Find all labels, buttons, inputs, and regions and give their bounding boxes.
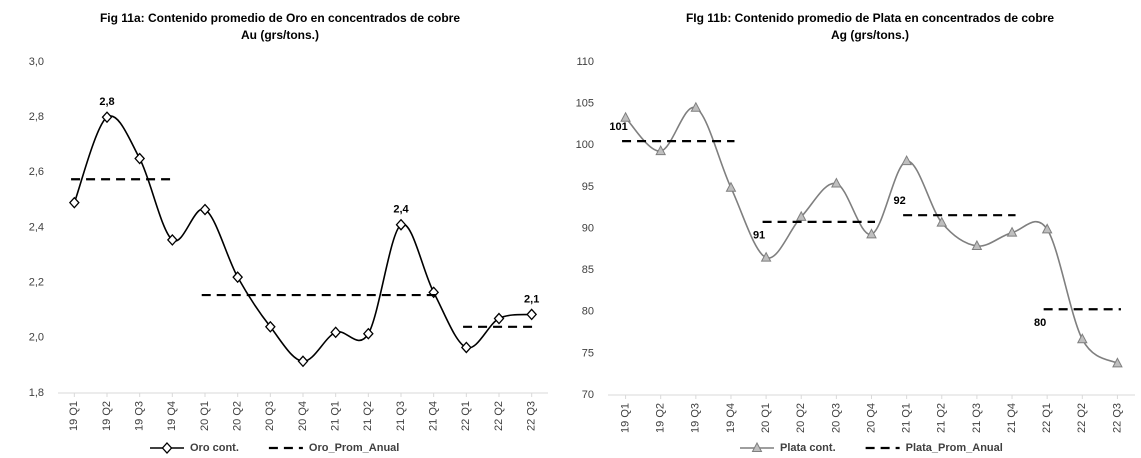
marker xyxy=(264,320,276,333)
marker xyxy=(901,154,912,166)
y-tick-label: 2,2 xyxy=(29,277,44,289)
marker xyxy=(330,326,342,339)
y-tick-label: 2,0 xyxy=(29,332,44,344)
y-tick-label: 105 xyxy=(576,98,594,110)
x-tick-label: 21 Q3 xyxy=(395,401,407,431)
chart: Fig 11a: Contenido promedio de Oro en co… xyxy=(29,11,548,454)
data-label: 91 xyxy=(753,230,765,242)
y-tick-label: 70 xyxy=(582,389,594,401)
x-tick-label: 22 Q1 xyxy=(460,401,472,431)
marker xyxy=(199,203,211,216)
x-tick-label: 20 Q1 xyxy=(199,401,211,431)
y-tick-label: 75 xyxy=(582,347,594,359)
x-tick-label: 19 Q2 xyxy=(101,401,113,431)
data-label: 2,1 xyxy=(524,293,539,305)
legend-marker xyxy=(751,441,763,452)
x-tick-label: 21 Q2 xyxy=(936,403,948,433)
data-label: 92 xyxy=(893,195,905,207)
chart-subtitle: Au (grs/tons.) xyxy=(241,28,319,42)
marker xyxy=(936,216,948,227)
legend: Plata cont. Plata_Prom_Anual xyxy=(740,442,1003,454)
marker xyxy=(760,251,772,262)
y-tick-label: 95 xyxy=(582,181,594,193)
marker xyxy=(1076,333,1088,344)
y-tick-label: 3,0 xyxy=(29,56,44,68)
y-tick-label: 90 xyxy=(582,222,594,234)
x-tick-label: 22 Q3 xyxy=(526,401,538,431)
x-tick-label: 19 Q2 xyxy=(655,403,667,433)
marker xyxy=(1041,223,1053,234)
marker xyxy=(690,101,702,112)
legend-label: Plata cont. xyxy=(780,442,836,454)
x-tick-label: 19 Q4 xyxy=(725,403,737,433)
x-tick-label: 21 Q1 xyxy=(901,403,913,433)
legend: Oro cont. Oro_Prom_Anual xyxy=(150,442,399,454)
marker xyxy=(68,196,80,209)
marker xyxy=(460,341,472,354)
x-tick-label: 21 Q2 xyxy=(362,401,374,431)
y-tick-label: 85 xyxy=(582,264,594,276)
x-tick-label: 19 Q1 xyxy=(619,403,631,433)
x-tick-label: 20 Q4 xyxy=(865,403,877,433)
marker xyxy=(232,271,244,284)
marker xyxy=(166,233,178,246)
legend-label: Oro cont. xyxy=(190,442,239,454)
x-tick-label: 21 Q3 xyxy=(971,403,983,433)
marker xyxy=(526,308,538,321)
y-tick-label: 2,4 xyxy=(29,221,44,233)
marker xyxy=(866,228,877,239)
marker xyxy=(134,152,146,165)
marker xyxy=(831,177,842,188)
x-tick-label: 20 Q3 xyxy=(830,403,842,433)
marker xyxy=(620,111,631,122)
marker xyxy=(362,327,374,340)
x-tick-label: 20 Q2 xyxy=(232,401,244,431)
legend-marker xyxy=(161,442,173,454)
x-tick-label: 20 Q1 xyxy=(760,403,772,433)
marker xyxy=(655,145,667,156)
y-tick-label: 1,8 xyxy=(29,387,44,399)
x-tick-label: 21 Q1 xyxy=(330,401,342,431)
marker xyxy=(493,312,505,325)
x-tick-label: 19 Q4 xyxy=(166,401,178,431)
y-tick-label: 80 xyxy=(582,306,594,318)
x-tick-label: 22 Q2 xyxy=(493,401,505,431)
x-tick-label: 20 Q2 xyxy=(795,403,807,433)
x-tick-label: 19 Q3 xyxy=(134,401,146,431)
x-tick-label: 22 Q3 xyxy=(1111,403,1123,433)
x-tick-label: 22 Q2 xyxy=(1076,403,1088,433)
marker xyxy=(1006,226,1018,237)
chart-title: Fig 11a: Contenido promedio de Oro en co… xyxy=(100,11,460,25)
x-tick-label: 20 Q3 xyxy=(264,401,276,431)
marker xyxy=(395,218,407,231)
x-tick-label: 19 Q1 xyxy=(68,401,80,431)
chart: FIg 11b: Contenido promedio de Plata en … xyxy=(576,11,1135,454)
legend-label: Oro_Prom_Anual xyxy=(309,442,399,454)
legend-label: Plata_Prom_Anual xyxy=(906,442,1003,454)
marker xyxy=(971,239,983,250)
marker xyxy=(795,210,807,221)
marker xyxy=(725,181,737,192)
series-line xyxy=(73,115,532,363)
y-tick-label: 2,8 xyxy=(29,111,44,123)
x-tick-label: 21 Q4 xyxy=(428,401,440,431)
data-label: 2,4 xyxy=(393,204,409,216)
chart-subtitle: Ag (grs/tons.) xyxy=(831,28,909,42)
marker xyxy=(1112,357,1123,368)
data-label: 80 xyxy=(1034,317,1046,329)
marker xyxy=(101,111,113,124)
x-tick-label: 19 Q3 xyxy=(690,403,702,433)
marker xyxy=(297,355,309,368)
y-tick-label: 2,6 xyxy=(29,166,44,178)
data-label: 2,8 xyxy=(99,96,114,108)
y-tick-label: 100 xyxy=(576,139,594,151)
x-tick-label: 21 Q4 xyxy=(1006,403,1018,433)
y-tick-label: 110 xyxy=(576,56,594,68)
data-label: 101 xyxy=(609,121,627,133)
x-tick-label: 22 Q1 xyxy=(1041,403,1053,433)
chart-title: FIg 11b: Contenido promedio de Plata en … xyxy=(686,11,1054,25)
x-tick-label: 20 Q4 xyxy=(297,401,309,431)
